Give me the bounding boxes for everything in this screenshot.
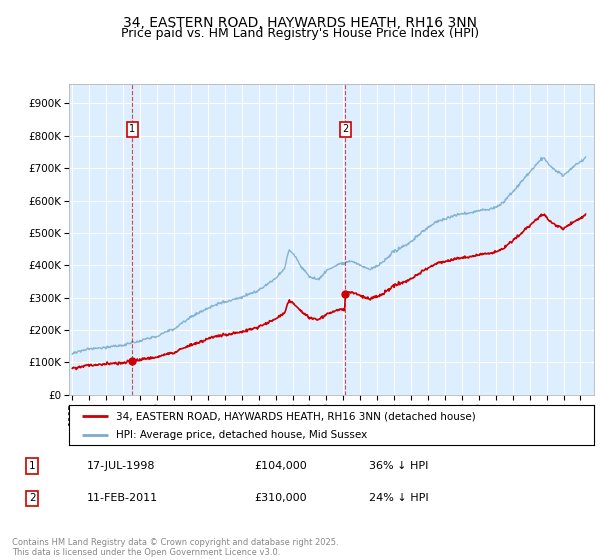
Text: HPI: Average price, detached house, Mid Sussex: HPI: Average price, detached house, Mid … (116, 430, 367, 440)
Text: 2: 2 (29, 493, 35, 503)
Text: £104,000: £104,000 (254, 461, 307, 472)
Text: Contains HM Land Registry data © Crown copyright and database right 2025.
This d: Contains HM Land Registry data © Crown c… (12, 538, 338, 557)
Text: 34, EASTERN ROAD, HAYWARDS HEATH, RH16 3NN (detached house): 34, EASTERN ROAD, HAYWARDS HEATH, RH16 3… (116, 411, 476, 421)
Text: 17-JUL-1998: 17-JUL-1998 (87, 461, 155, 472)
Text: 1: 1 (29, 461, 35, 472)
Text: 1: 1 (129, 124, 136, 134)
Text: £310,000: £310,000 (254, 493, 307, 503)
Text: Price paid vs. HM Land Registry's House Price Index (HPI): Price paid vs. HM Land Registry's House … (121, 27, 479, 40)
Text: 36% ↓ HPI: 36% ↓ HPI (369, 461, 428, 472)
Text: 11-FEB-2011: 11-FEB-2011 (87, 493, 158, 503)
Text: 2: 2 (342, 124, 349, 134)
Text: 34, EASTERN ROAD, HAYWARDS HEATH, RH16 3NN: 34, EASTERN ROAD, HAYWARDS HEATH, RH16 3… (123, 16, 477, 30)
Text: 24% ↓ HPI: 24% ↓ HPI (369, 493, 429, 503)
